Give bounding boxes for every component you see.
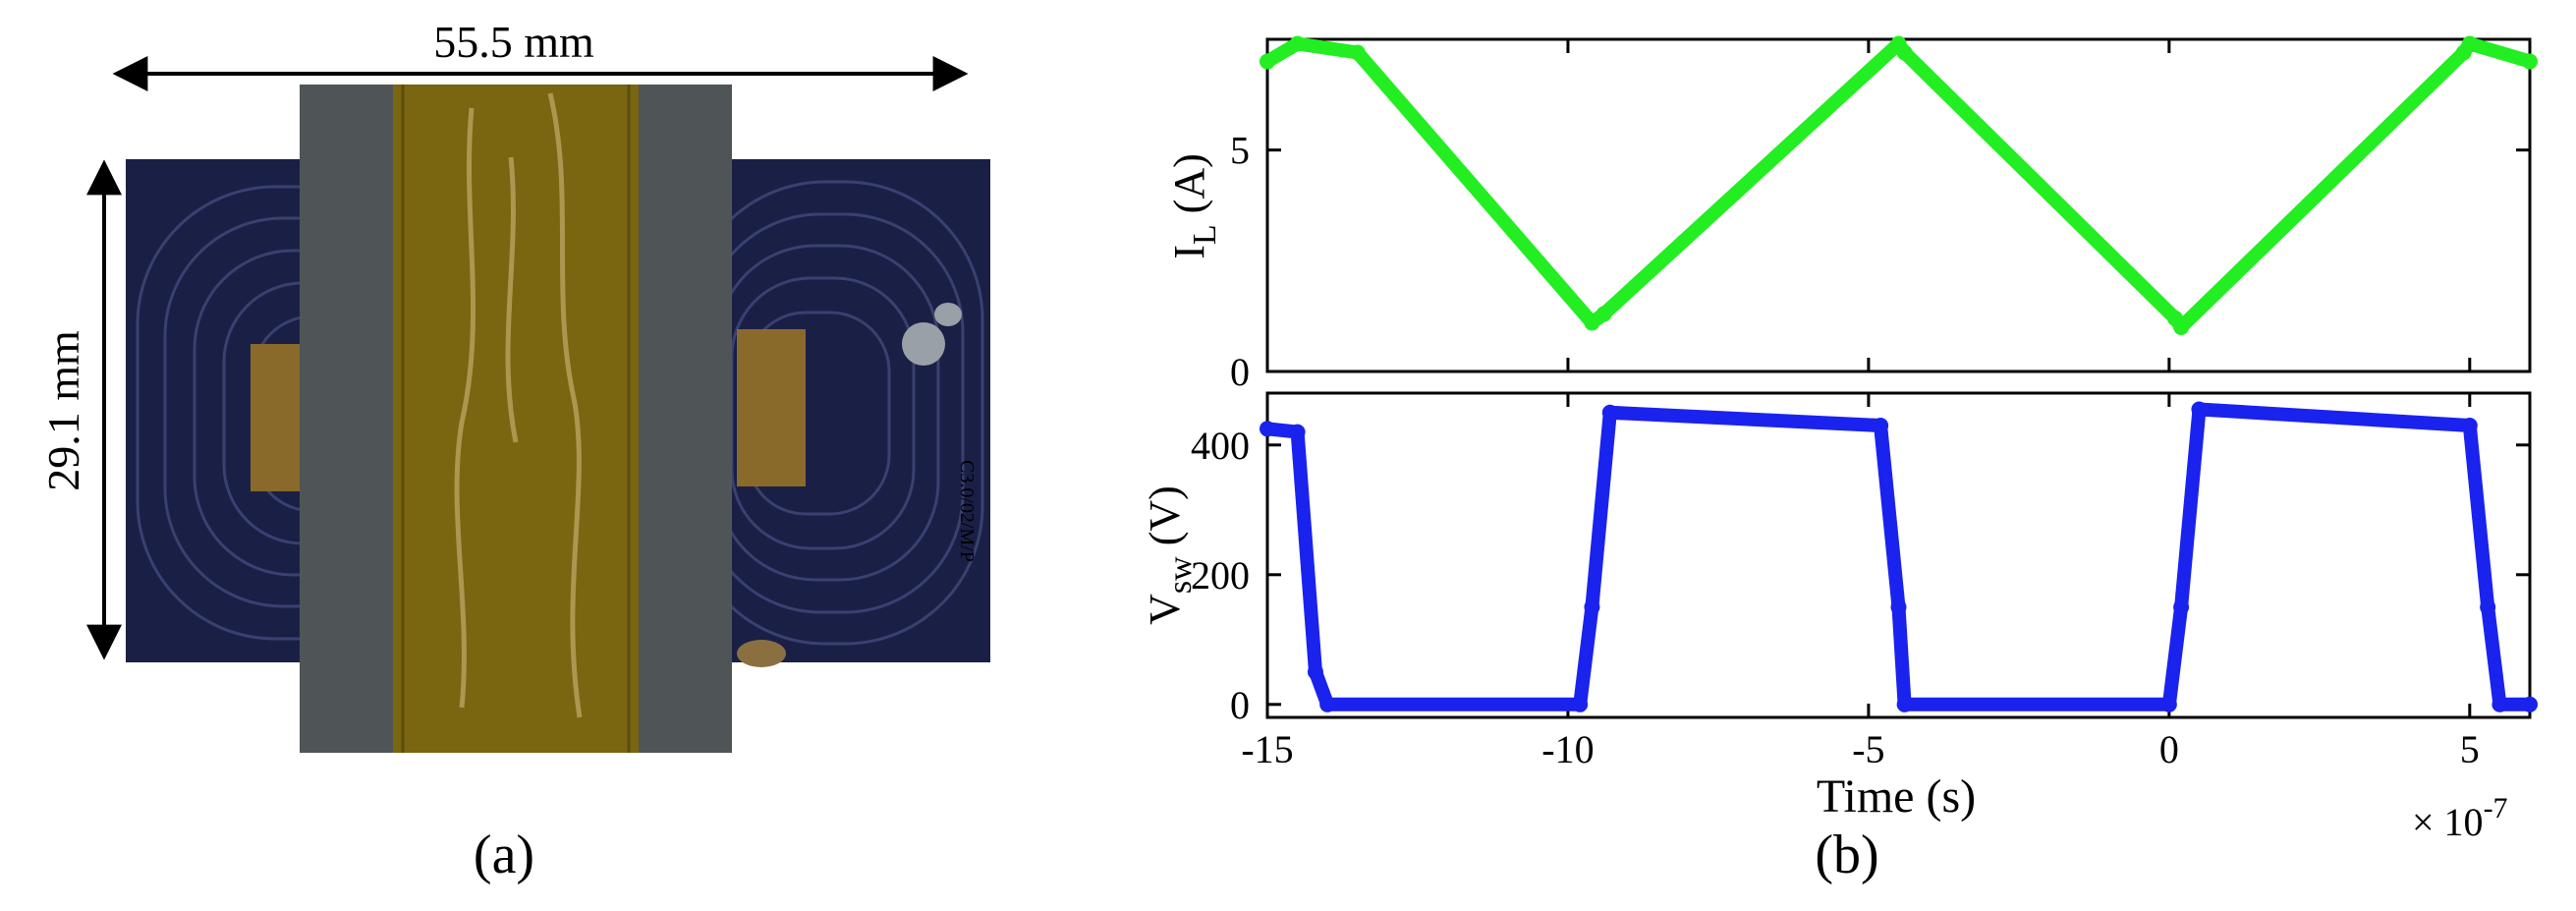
x-axis-multiplier: × 10-7 — [2412, 792, 2508, 844]
x-tick-label: -10 — [1541, 727, 1594, 771]
solder-pad — [902, 322, 945, 366]
data-point — [1584, 314, 1600, 331]
y-axis-label: Vsw (V) — [1141, 485, 1199, 625]
y-tick-label: 0 — [1230, 350, 1250, 394]
data-point — [2480, 598, 2496, 615]
data-point — [2173, 318, 2190, 335]
data-point — [2522, 696, 2538, 712]
y-tick-label: 400 — [1191, 424, 1250, 468]
solder-pad — [934, 303, 962, 326]
data-point — [1307, 663, 1323, 680]
data-point — [1319, 696, 1336, 712]
data-point — [1896, 44, 1913, 61]
caption-a: (a) — [474, 825, 534, 885]
data-point — [2173, 598, 2190, 615]
x-tick-label: 0 — [2159, 727, 2179, 771]
data-point — [1896, 696, 1913, 712]
kapton-tape — [393, 85, 639, 753]
data-point — [1596, 306, 1612, 322]
data-point — [2522, 53, 2538, 70]
y-tick-label: 0 — [1230, 683, 1250, 727]
data-point — [2160, 696, 2177, 712]
data-point — [2191, 401, 2208, 418]
data-point — [1289, 424, 1306, 440]
data-point — [1572, 696, 1589, 712]
data-point — [1260, 421, 1275, 437]
data-point — [1601, 404, 1618, 421]
data-point — [1260, 53, 1275, 70]
plot-frame — [1265, 37, 2532, 373]
data-point — [1584, 598, 1600, 615]
right-tape-patch — [737, 329, 806, 486]
data-point — [1873, 418, 1889, 433]
solder-pad — [737, 640, 786, 667]
data-point — [2461, 418, 2478, 433]
y-tick-label: 5 — [1230, 129, 1250, 173]
data-point — [2492, 696, 2508, 712]
data-point — [1890, 598, 1907, 615]
board-marking: C3.0/02/M/P — [956, 460, 978, 562]
y-axis-label: IL (A) — [1165, 153, 1223, 259]
data-point — [1349, 44, 1366, 61]
data-point — [1289, 35, 1306, 52]
x-tick-label: -5 — [1852, 727, 1884, 771]
width-label: 55.5 mm — [433, 17, 594, 67]
caption-b: (b) — [1815, 825, 1878, 885]
x-tick-label: -15 — [1241, 727, 1293, 771]
switch-node-voltage-plot: 0 200 400 -15 -10 -5 0 5 Vsw (V) Time (s) × 10-… — [1141, 391, 2538, 844]
x-axis-label: Time (s) — [1817, 770, 1976, 823]
x-tick-label: 5 — [2460, 727, 2480, 771]
inductor-current-plot: 0 5 IL (A) — [1165, 35, 2538, 394]
height-label: 29.1 mm — [38, 330, 88, 491]
data-point — [2461, 35, 2478, 52]
photo-panel: C3.0/02/M/P — [126, 85, 990, 753]
tape-highlights — [454, 92, 583, 718]
y-tick-label: 200 — [1191, 553, 1250, 598]
